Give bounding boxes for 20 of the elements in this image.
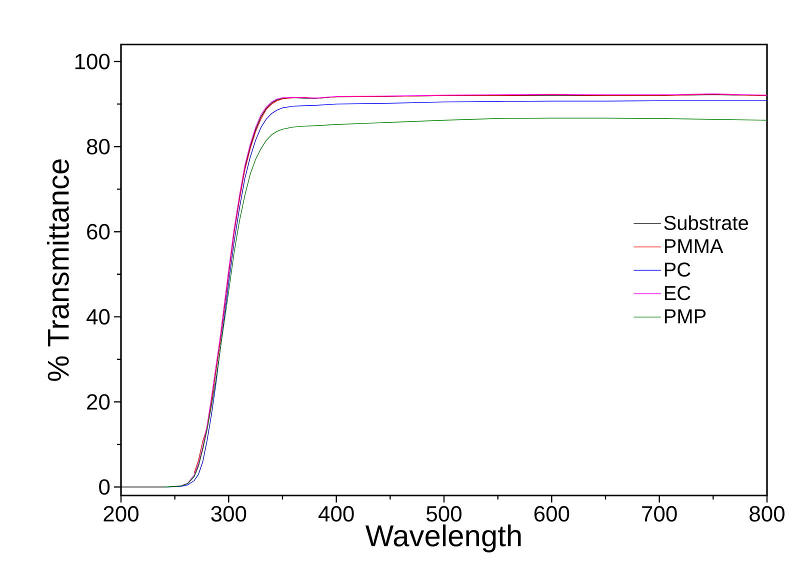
x-tick-label: 200: [104, 506, 138, 522]
y-tick-label: 80: [86, 138, 110, 154]
y-tick-label: 40: [86, 309, 110, 325]
x-tick-label: 800: [750, 506, 784, 522]
y-tick-label: 60: [87, 224, 110, 240]
x-tick-label: 300: [211, 506, 246, 522]
y-tick-label: 100: [75, 54, 110, 70]
x-axis-title: Wavelength: [365, 524, 521, 552]
legend-label: PMP: [664, 309, 706, 324]
legend-label: EC: [664, 286, 690, 300]
x-tick-label: 400: [318, 506, 354, 522]
y-tick-label: 0: [99, 479, 110, 495]
x-tick-label: 500: [426, 506, 462, 522]
y-tick-label: 20: [87, 394, 110, 410]
legend-label: PMMA: [664, 239, 724, 254]
legend-label: PC: [664, 262, 690, 277]
legend-label: Substrate: [664, 215, 748, 230]
x-tick-label: 600: [534, 506, 570, 522]
y-axis-title: % Transmittance: [46, 159, 69, 381]
x-tick-label: 700: [642, 506, 677, 522]
